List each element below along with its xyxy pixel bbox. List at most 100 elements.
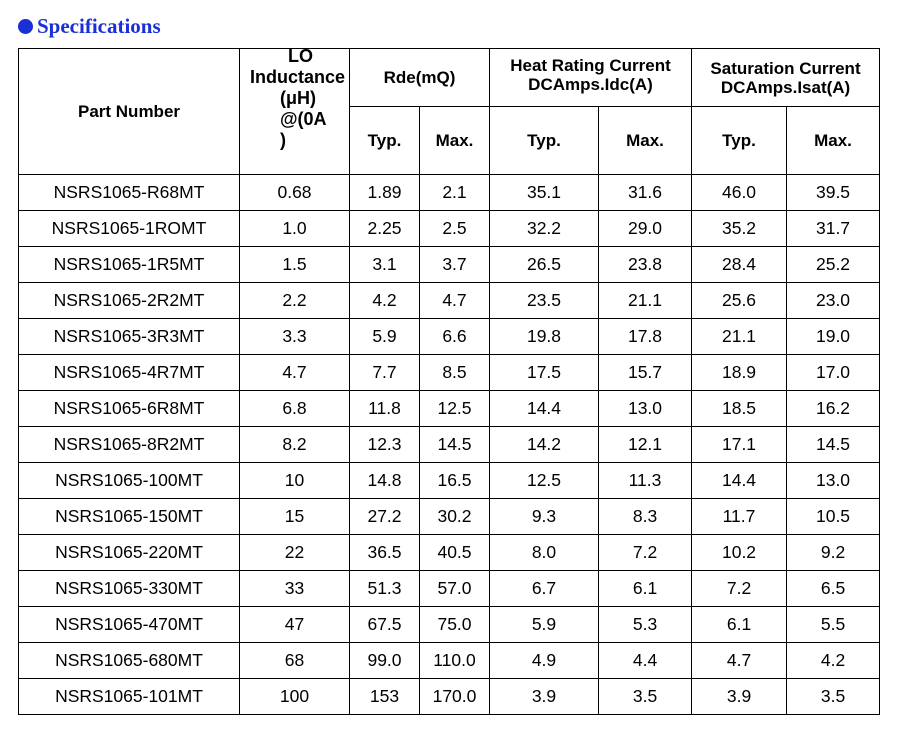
cell-inductance: 15 (239, 498, 350, 535)
cell-isat-typ: 4.7 (691, 642, 788, 679)
cell-isat-typ: 14.4 (691, 462, 788, 499)
cell-part-number: NSRS1065-470MT (18, 606, 240, 643)
header-heat-rating-line1: Heat Rating Current (510, 55, 671, 75)
cell-inductance: 47 (239, 606, 350, 643)
cell-idc-typ: 6.7 (489, 570, 599, 607)
cell-rdc-typ: 7.7 (349, 354, 420, 391)
cell-isat-max: 23.0 (786, 282, 881, 319)
header-inductance-line: @(0A (279, 109, 327, 129)
table-row: NSRS1065-220MT 22 36.5 40.5 8.0 7.2 10.2… (18, 534, 881, 571)
table-row: NSRS1065-6R8MT 6.8 11.8 12.5 14.4 13.0 1… (18, 390, 881, 427)
cell-inductance: 6.8 (239, 390, 350, 427)
cell-isat-typ: 25.6 (691, 282, 788, 319)
cell-part-number: NSRS1065-1ROMT (18, 210, 240, 247)
cell-idc-max: 17.8 (597, 318, 693, 355)
cell-isat-typ: 10.2 (691, 534, 788, 571)
table-row: NSRS1065-R68MT 0.68 1.89 2.1 35.1 31.6 4… (18, 174, 881, 211)
cell-rdc-max: 12.5 (419, 390, 490, 427)
cell-isat-typ: 6.1 (691, 606, 788, 643)
header-isat-typ: Typ. (691, 106, 788, 175)
cell-idc-max: 31.6 (597, 174, 693, 211)
header-saturation-group: Saturation Current DCAmps.Isat(A) (691, 48, 881, 107)
table-row: NSRS1065-8R2MT 8.2 12.3 14.5 14.2 12.1 1… (18, 426, 881, 463)
header-idc-max: Max. (597, 106, 693, 175)
cell-part-number: NSRS1065-220MT (18, 534, 240, 571)
cell-idc-max: 15.7 (597, 354, 693, 391)
cell-part-number: NSRS1065-100MT (18, 462, 240, 499)
header-idc-typ: Typ. (489, 106, 599, 175)
cell-isat-typ: 11.7 (691, 498, 788, 535)
cell-idc-max: 4.4 (597, 642, 693, 679)
cell-part-number: NSRS1065-101MT (18, 678, 240, 715)
cell-rdc-max: 16.5 (419, 462, 490, 499)
cell-rdc-max: 57.0 (419, 570, 490, 607)
cell-rdc-typ: 153 (349, 678, 420, 715)
cell-rdc-max: 6.6 (419, 318, 490, 355)
cell-idc-typ: 8.0 (489, 534, 599, 571)
cell-inductance: 10 (239, 462, 350, 499)
cell-part-number: NSRS1065-6R8MT (18, 390, 240, 427)
cell-idc-max: 11.3 (597, 462, 693, 499)
table-row: NSRS1065-330MT 33 51.3 57.0 6.7 6.1 7.2 … (18, 570, 881, 607)
table-row: NSRS1065-470MT 47 67.5 75.0 5.9 5.3 6.1 … (18, 606, 881, 643)
header-inductance: LO Inductance (μH) @(0A ) (239, 46, 350, 175)
section-title-text: Specifications (37, 13, 161, 38)
cell-part-number: NSRS1065-330MT (18, 570, 240, 607)
cell-idc-typ: 26.5 (489, 246, 599, 283)
cell-rdc-max: 8.5 (419, 354, 490, 391)
header-saturation-line1: Saturation Current (710, 58, 861, 78)
cell-inductance: 33 (239, 570, 350, 607)
cell-isat-typ: 17.1 (691, 426, 788, 463)
cell-idc-max: 8.3 (597, 498, 693, 535)
bullet-icon (18, 18, 33, 34)
cell-rdc-max: 4.7 (419, 282, 490, 319)
cell-idc-max: 12.1 (597, 426, 693, 463)
cell-inductance: 0.68 (239, 174, 350, 211)
table-body: NSRS1065-R68MT 0.68 1.89 2.1 35.1 31.6 4… (18, 174, 881, 715)
cell-idc-typ: 5.9 (489, 606, 599, 643)
cell-part-number: NSRS1065-2R2MT (18, 282, 240, 319)
header-rdc-typ: Typ. (349, 106, 420, 175)
cell-idc-typ: 12.5 (489, 462, 599, 499)
cell-isat-max: 6.5 (786, 570, 881, 607)
cell-rdc-max: 14.5 (419, 426, 490, 463)
cell-isat-max: 10.5 (786, 498, 881, 535)
cell-isat-max: 31.7 (786, 210, 881, 247)
cell-idc-max: 21.1 (597, 282, 693, 319)
cell-idc-typ: 3.9 (489, 678, 599, 715)
table-row: NSRS1065-3R3MT 3.3 5.9 6.6 19.8 17.8 21.… (18, 318, 881, 355)
table-row: NSRS1065-1ROMT 1.0 2.25 2.5 32.2 29.0 35… (18, 210, 881, 247)
cell-inductance: 8.2 (239, 426, 350, 463)
cell-idc-max: 29.0 (597, 210, 693, 247)
cell-part-number: NSRS1065-R68MT (18, 174, 240, 211)
cell-inductance: 68 (239, 642, 350, 679)
cell-rdc-max: 170.0 (419, 678, 490, 715)
cell-rdc-max: 75.0 (419, 606, 490, 643)
cell-rdc-max: 2.5 (419, 210, 490, 247)
header-heat-rating-group: Heat Rating Current DCAmps.Idc(A) (488, 48, 693, 107)
cell-rdc-typ: 67.5 (349, 606, 420, 643)
cell-isat-typ: 7.2 (691, 570, 788, 607)
cell-idc-typ: 14.4 (489, 390, 599, 427)
table-row: NSRS1065-101MT 100 153 170.0 3.9 3.5 3.9… (18, 678, 881, 715)
cell-isat-typ: 18.5 (691, 390, 788, 427)
cell-rdc-typ: 14.8 (349, 462, 420, 499)
cell-rdc-typ: 1.89 (349, 174, 420, 211)
cell-rdc-max: 2.1 (419, 174, 490, 211)
cell-inductance: 4.7 (239, 354, 350, 391)
cell-rdc-typ: 51.3 (349, 570, 420, 607)
section-title: Specifications (18, 12, 161, 40)
cell-idc-max: 13.0 (597, 390, 693, 427)
cell-idc-typ: 9.3 (489, 498, 599, 535)
cell-inductance: 3.3 (239, 318, 350, 355)
cell-idc-typ: 23.5 (489, 282, 599, 319)
header-saturation-line2: DCAmps.Isat(A) (720, 77, 851, 97)
cell-rdc-typ: 36.5 (349, 534, 420, 571)
cell-idc-typ: 14.2 (489, 426, 599, 463)
cell-inductance: 100 (239, 678, 350, 715)
cell-part-number: NSRS1065-680MT (18, 642, 240, 679)
cell-idc-max: 5.3 (597, 606, 693, 643)
cell-isat-max: 4.2 (786, 642, 881, 679)
cell-idc-typ: 35.1 (489, 174, 599, 211)
cell-isat-max: 17.0 (786, 354, 881, 391)
